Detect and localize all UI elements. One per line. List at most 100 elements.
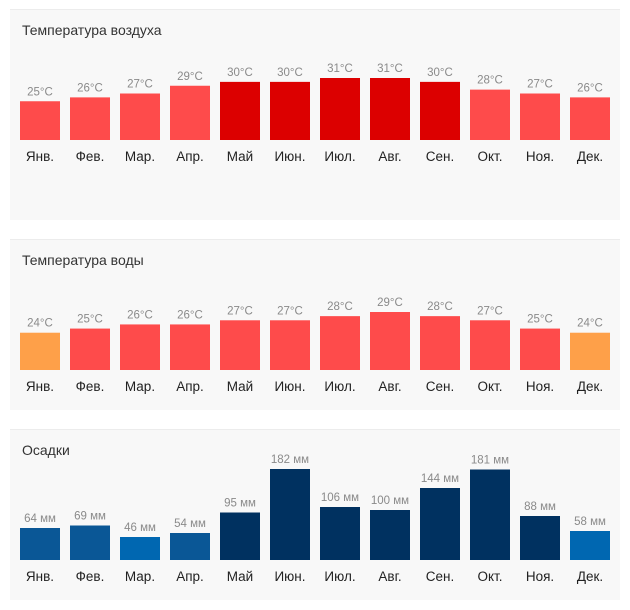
bar-value-label: 100 мм (371, 495, 409, 507)
month-label: Май (227, 149, 253, 164)
month-label: Май (227, 379, 253, 394)
bar-value-label: 28°C (427, 301, 453, 313)
bar-Янв. (20, 332, 60, 370)
month-label: Июн. (274, 149, 305, 164)
bar-Фев. (70, 97, 110, 140)
bar-value-label: 27°C (277, 305, 303, 317)
bar-value-label: 26°C (577, 82, 603, 94)
bar-value-label: 30°C (227, 67, 253, 79)
bar-Авг. (370, 78, 410, 140)
month-label: Июл. (324, 569, 355, 584)
month-label: Фев. (76, 149, 105, 164)
bar-value-label: 28°C (327, 301, 353, 313)
month-label: Сен. (426, 569, 454, 584)
bar-value-label: 181 мм (471, 455, 509, 467)
month-label: Мар. (125, 379, 155, 394)
bar-value-label: 31°C (327, 63, 353, 75)
bar-Дек. (570, 531, 610, 560)
bar-value-label: 28°C (477, 75, 503, 87)
bar-value-label: 26°C (177, 309, 203, 321)
bar-Дек. (570, 97, 610, 140)
bar-Ноя. (520, 516, 560, 560)
bar-value-label: 29°C (177, 71, 203, 83)
month-label: Окт. (478, 379, 503, 394)
month-label: Мар. (125, 569, 155, 584)
bar-value-label: 25°C (77, 314, 103, 326)
bar-Июл. (320, 316, 360, 370)
bar-Апр. (170, 324, 210, 370)
month-label: Апр. (176, 569, 204, 584)
bar-value-label: 27°C (477, 305, 503, 317)
bar-value-label: 64 мм (24, 513, 56, 525)
bar-Мар. (120, 93, 160, 140)
month-label: Авг. (378, 379, 401, 394)
month-label: Дек. (577, 379, 603, 394)
bar-value-label: 30°C (277, 67, 303, 79)
bar-value-label: 30°C (427, 67, 453, 79)
month-label: Мар. (125, 149, 155, 164)
bar-value-label: 25°C (27, 86, 53, 98)
month-label: Июл. (324, 149, 355, 164)
month-label: Апр. (176, 149, 204, 164)
bar-value-label: 24°C (577, 318, 603, 330)
month-label: Сен. (426, 379, 454, 394)
month-label: Сен. (426, 149, 454, 164)
bar-Авг. (370, 510, 410, 560)
bar-Фев. (70, 328, 110, 370)
month-label: Ноя. (526, 149, 554, 164)
month-label: Фев. (76, 379, 105, 394)
bar-Сен. (420, 81, 460, 140)
bar-Окт. (470, 89, 510, 140)
bar-Апр. (170, 533, 210, 560)
air-temperature-chart: 25°C Янв. 26°C Фев. 27°C Мар. 29°C Апр. 30°C Май 3… (20, 63, 610, 164)
precipitation-chart: 64 мм Янв. 69 мм Фев. 46 мм Мар. 54 мм Апр. 95 м… (20, 454, 610, 584)
air-temperature-panel: Температура воздуха 25°C Янв. 26°C Фев. 27°C… (10, 9, 620, 220)
month-label: Окт. (478, 149, 503, 164)
month-label: Дек. (577, 149, 603, 164)
bar-Ноя. (520, 93, 560, 140)
bar-Окт. (470, 320, 510, 370)
month-label: Июл. (324, 379, 355, 394)
bar-value-label: 26°C (127, 309, 153, 321)
bar-value-label: 69 мм (74, 511, 106, 523)
bar-value-label: 26°C (77, 82, 103, 94)
bar-value-label: 88 мм (524, 501, 556, 513)
bar-Дек. (570, 332, 610, 370)
bar-value-label: 27°C (127, 79, 153, 91)
bar-value-label: 95 мм (224, 498, 256, 510)
bar-Июл. (320, 78, 360, 140)
bar-value-label: 24°C (27, 318, 53, 330)
bar-Июл. (320, 507, 360, 560)
month-label: Фев. (76, 569, 105, 584)
month-label: Дек. (577, 569, 603, 584)
air-temperature-title: Температура воздуха (22, 22, 162, 38)
bar-Май (220, 320, 260, 370)
bar-Мар. (120, 537, 160, 560)
bar-value-label: 25°C (527, 314, 553, 326)
bar-value-label: 46 мм (124, 522, 156, 534)
precipitation-panel: Осадки 64 мм Янв. 69 мм Фев. 46 мм Мар. 54 мм А… (10, 429, 620, 600)
bar-Сен. (420, 316, 460, 370)
bar-value-label: 144 мм (421, 473, 459, 485)
bar-value-label: 58 мм (574, 516, 606, 528)
month-label: Окт. (478, 569, 503, 584)
bar-Мар. (120, 324, 160, 370)
bar-Фев. (70, 525, 110, 560)
month-label: Авг. (378, 569, 401, 584)
month-label: Ноя. (526, 569, 554, 584)
month-label: Апр. (176, 379, 204, 394)
water-temperature-title: Температура воды (22, 252, 144, 268)
bar-value-label: 31°C (377, 63, 403, 75)
bar-Сен. (420, 488, 460, 560)
precipitation-title: Осадки (22, 442, 70, 458)
bar-Май (220, 512, 260, 560)
bar-value-label: 27°C (527, 79, 553, 91)
month-label: Ноя. (526, 379, 554, 394)
water-temperature-panel: Температура воды 24°C Янв. 25°C Фев. 26°C Мар… (10, 239, 620, 410)
month-label: Июн. (274, 379, 305, 394)
bar-Май (220, 81, 260, 140)
month-label: Янв. (26, 569, 54, 584)
bar-value-label: 54 мм (174, 518, 206, 530)
bar-Апр. (170, 85, 210, 140)
water-temperature-chart: 24°C Янв. 25°C Фев. 26°C Мар. 26°C Апр. 27°C Май 2… (20, 297, 610, 394)
